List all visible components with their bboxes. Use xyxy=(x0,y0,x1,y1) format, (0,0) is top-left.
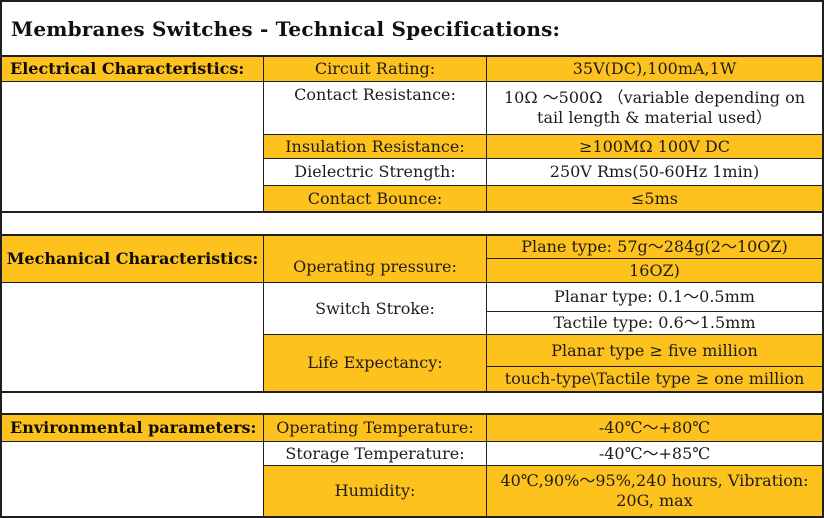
value-operating-temperature: -40℃～+80℃ xyxy=(487,415,822,442)
electrical-label-filler xyxy=(2,82,264,211)
param-humidity: Humidity: xyxy=(264,466,487,516)
section-label-mechanical: Mechanical Characteristics: xyxy=(2,236,264,283)
value-switch-stroke-planar: Planar type: 0.1～0.5mm xyxy=(487,283,822,312)
value-circuit-rating: 35V(DC),100mA,1W xyxy=(487,57,822,82)
value-insulation-resistance: ≥100MΩ 100V DC xyxy=(487,135,822,159)
param-contact-resistance: Contact Resistance: xyxy=(264,82,487,135)
param-storage-temperature: Storage Temperature: xyxy=(264,442,487,466)
value-life-expectancy-planar: Planar type ≥ five million xyxy=(487,335,822,367)
section-mechanical: Mechanical Characteristics: Operating pr… xyxy=(2,236,822,391)
param-life-expectancy: Life Expectancy: xyxy=(264,335,487,391)
spacer-row xyxy=(2,391,822,415)
section-environmental: Environmental parameters: Operating Temp… xyxy=(2,415,822,516)
value-contact-bounce: ≤5ms xyxy=(487,186,822,211)
section-label-environmental: Environmental parameters: xyxy=(2,415,264,442)
value-life-expectancy-tactile: touch-type\Tactile type ≥ one million xyxy=(487,367,822,391)
page-title: Membranes Switches - Technical Specifica… xyxy=(2,2,822,57)
value-humidity: 40℃,90%～95%,240 hours, Vibration: 20G, m… xyxy=(487,466,822,516)
param-operating-pressure: Operating pressure: xyxy=(264,236,487,283)
param-operating-temperature: Operating Temperature: xyxy=(264,415,487,442)
param-switch-stroke: Switch Stroke: xyxy=(264,283,487,335)
value-switch-stroke-tactile: Tactile type: 0.6～1.5mm xyxy=(487,312,822,335)
value-storage-temperature: -40℃～+85℃ xyxy=(487,442,822,466)
param-contact-bounce: Contact Bounce: xyxy=(264,186,487,211)
value-operating-pressure-line1: Plane type: 57g～284g(2～10OZ) xyxy=(487,236,822,259)
param-circuit-rating: Circuit Rating: xyxy=(264,57,487,82)
value-contact-resistance: 10Ω ～500Ω （variable depending on tail le… xyxy=(487,82,822,135)
value-operating-pressure-line2: 16OZ) xyxy=(487,259,822,283)
param-insulation-resistance: Insulation Resistance: xyxy=(264,135,487,159)
environmental-label-filler xyxy=(2,442,264,516)
section-electrical: Electrical Characteristics: Circuit Rati… xyxy=(2,57,822,211)
mechanical-label-filler xyxy=(2,283,264,391)
section-label-electrical: Electrical Characteristics: xyxy=(2,57,264,82)
spacer-row xyxy=(2,211,822,236)
value-dielectric-strength: 250V Rms(50-60Hz 1min) xyxy=(487,159,822,186)
param-dielectric-strength: Dielectric Strength: xyxy=(264,159,487,186)
